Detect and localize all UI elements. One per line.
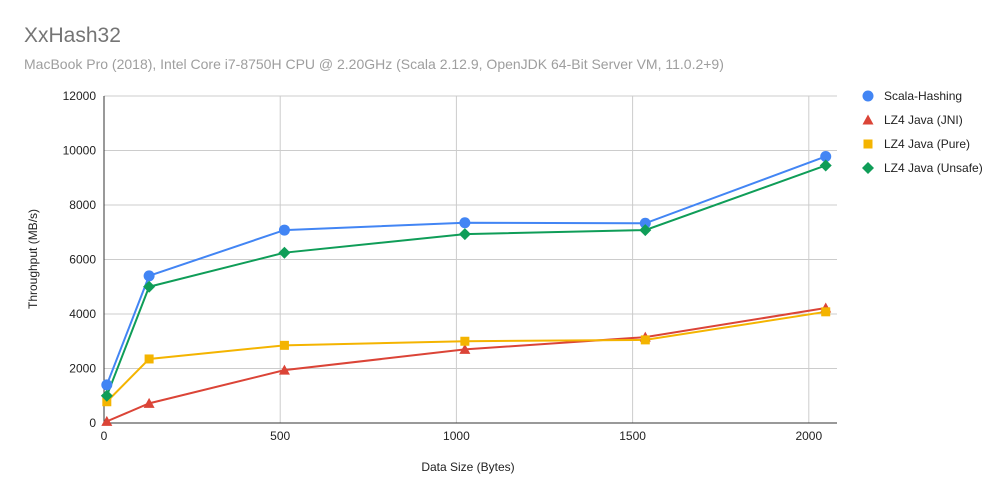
legend-marker-lz4-java-unsafe bbox=[862, 162, 874, 174]
legend-marker-lz4-java-jni bbox=[862, 114, 874, 125]
data-point-lz4-java-jni bbox=[459, 343, 471, 354]
legend-label-lz4-java-jni: LZ4 Java (JNI) bbox=[884, 113, 963, 127]
data-point-lz4-java-unsafe bbox=[278, 246, 291, 259]
series-line-lz4-java-unsafe bbox=[105, 164, 827, 397]
legend-label-scala-hashing: Scala-Hashing bbox=[884, 89, 962, 103]
x-tick-label: 1000 bbox=[443, 429, 470, 443]
series-line-scala-hashing bbox=[105, 155, 827, 386]
legend-marker-lz4-java-pure bbox=[863, 139, 873, 149]
axes: 0 2000 4000 6000 8000 10000 12000 0 500 1000 1500 2… bbox=[63, 89, 837, 443]
data-point-lz4-java-pure bbox=[640, 335, 650, 345]
data-point-lz4-java-pure bbox=[821, 307, 831, 317]
data-point-lz4-java-unsafe bbox=[639, 224, 652, 237]
y-tick-label: 0 bbox=[89, 416, 96, 430]
grid-lines bbox=[104, 95, 837, 423]
y-tick-label: 8000 bbox=[69, 198, 96, 212]
x-tick-label: 0 bbox=[101, 429, 108, 443]
chart-title: XxHash32 bbox=[24, 24, 121, 47]
x-tick-label: 500 bbox=[270, 429, 290, 443]
x-axis-label: Data Size (Bytes) bbox=[421, 460, 514, 474]
chart-subtitle: MacBook Pro (2018), Intel Core i7-8750H … bbox=[24, 56, 724, 72]
data-point-lz4-java-jni bbox=[101, 415, 113, 426]
data-point-lz4-java-pure bbox=[144, 354, 154, 364]
y-tick-label: 10000 bbox=[63, 144, 97, 158]
data-point-lz4-java-jni bbox=[278, 364, 290, 375]
legend: Scala-Hashing LZ4 Java (JNI) LZ4 Java (Pur… bbox=[862, 89, 983, 175]
legend-label-lz4-java-unsafe: LZ4 Java (Unsafe) bbox=[884, 161, 983, 175]
x-tick-label: 2000 bbox=[795, 429, 822, 443]
series-markers bbox=[100, 150, 832, 426]
data-point-scala-hashing bbox=[639, 217, 651, 229]
data-point-lz4-java-pure bbox=[460, 336, 470, 346]
data-point-scala-hashing bbox=[459, 217, 471, 229]
y-tick-label: 6000 bbox=[69, 253, 96, 267]
data-point-lz4-java-unsafe bbox=[100, 389, 113, 402]
y-tick-label: 4000 bbox=[69, 307, 96, 321]
data-point-lz4-java-unsafe bbox=[143, 280, 156, 293]
y-axis-label: Throughput (MB/s) bbox=[26, 209, 40, 309]
legend-label-lz4-java-pure: LZ4 Java (Pure) bbox=[884, 137, 970, 151]
data-point-lz4-java-jni bbox=[143, 397, 155, 408]
data-point-lz4-java-unsafe bbox=[458, 228, 471, 241]
y-tick-label: 12000 bbox=[63, 89, 97, 103]
data-point-scala-hashing bbox=[143, 270, 155, 282]
data-point-scala-hashing bbox=[101, 379, 113, 391]
y-tick-label: 2000 bbox=[69, 362, 96, 376]
legend-marker-scala-hashing bbox=[862, 90, 874, 102]
series-line-lz4-java-pure bbox=[106, 310, 826, 403]
series-lines bbox=[105, 155, 827, 423]
data-point-scala-hashing bbox=[278, 224, 290, 236]
series-line-lz4-java-jni bbox=[106, 307, 826, 423]
data-point-lz4-java-pure bbox=[279, 340, 289, 350]
x-tick-label: 1500 bbox=[619, 429, 646, 443]
data-point-lz4-java-unsafe bbox=[819, 159, 832, 172]
data-point-scala-hashing bbox=[820, 150, 832, 162]
